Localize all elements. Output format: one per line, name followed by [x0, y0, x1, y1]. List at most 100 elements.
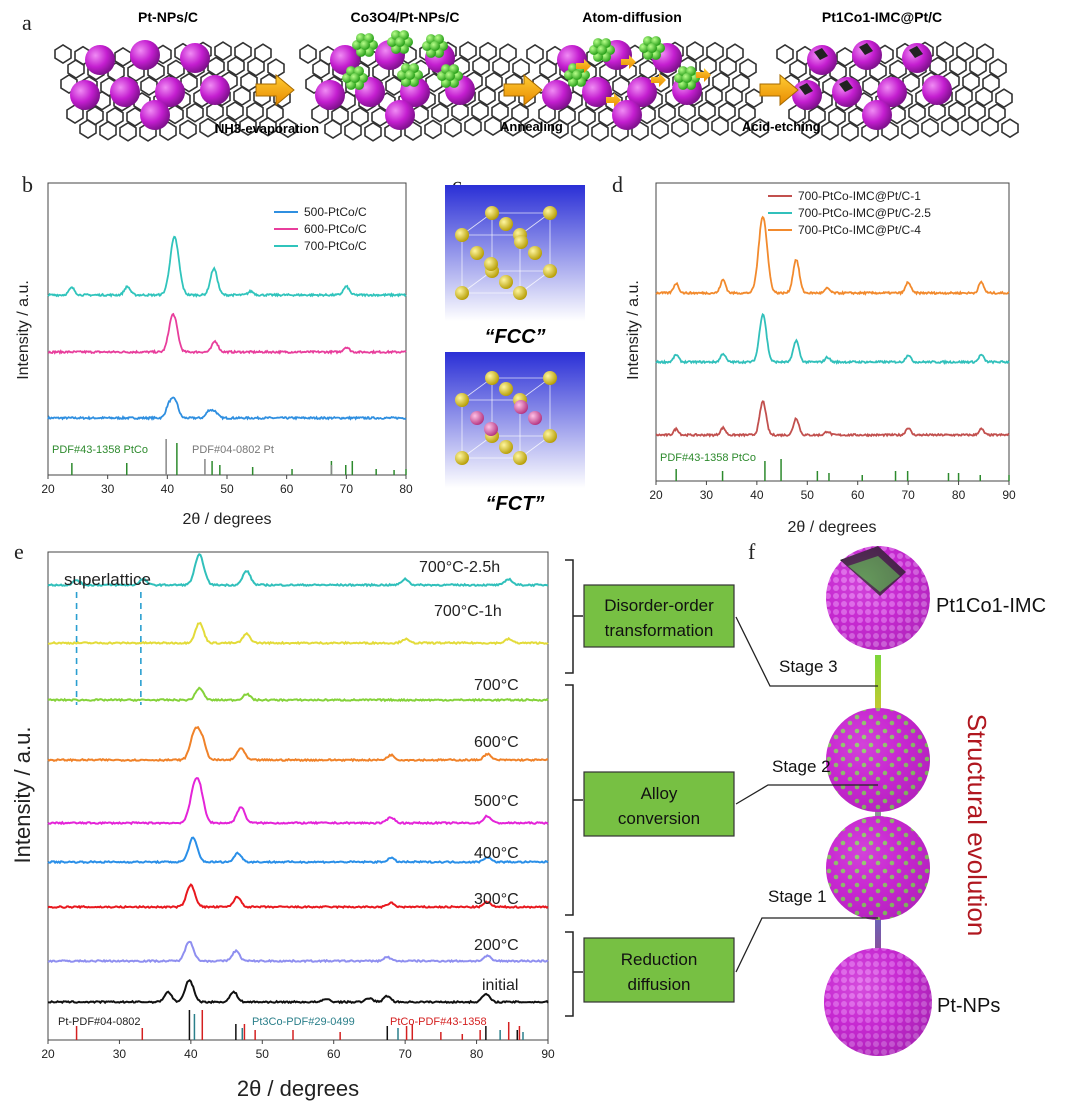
x-axis-label-b: 2θ / degrees — [183, 511, 272, 528]
process-arrow-2 — [503, 73, 543, 107]
fcc-corner-atom — [543, 264, 557, 278]
b-series-2 — [47, 235, 407, 298]
box-alloy-conversion: Alloy conversion — [583, 771, 735, 837]
e-curve-label: 700°C — [474, 677, 519, 694]
fct-caption: “FCT” — [486, 493, 545, 515]
process-arrow-3 — [759, 73, 799, 107]
svg-text:Disorder-order: Disorder-order — [604, 596, 714, 615]
structural-evolution-label: Structural evolution — [962, 714, 992, 937]
superlattice-label: superlattice — [64, 570, 151, 589]
stage-pt1co1-imc: Pt1Co1-IMC@Pt/C — [822, 9, 942, 25]
pt-nanoparticle — [70, 80, 100, 110]
sphere-stage1 — [826, 816, 930, 920]
d-tick-label: 30 — [700, 488, 714, 502]
b-tick-label: 80 — [399, 482, 413, 496]
co3o4-cluster-atom — [350, 73, 360, 83]
d-tick-label: 20 — [649, 488, 663, 502]
stage-pt-nps: Pt-NPs/C — [138, 9, 198, 25]
ref-label-ptco-d: PDF#43-1358 PtCo — [660, 452, 756, 464]
x-axis-label-d: 2θ / degrees — [788, 519, 877, 536]
graphene-sheets — [54, 30, 1019, 142]
d-tick-label: 90 — [1002, 488, 1016, 502]
d-tick-label: 40 — [750, 488, 764, 502]
e-series-1 — [47, 621, 549, 646]
e-series-5 — [47, 836, 549, 865]
step-annealing: Annealing — [500, 119, 563, 134]
d-tick-label: 70 — [901, 488, 915, 502]
x-axis-label-e: 2θ / degrees — [237, 1076, 359, 1101]
panel-e-label: e — [14, 539, 24, 564]
label-pt1co1-imc: Pt1Co1-IMC — [936, 595, 1046, 617]
e-curve-label: 700°C-2.5h — [419, 559, 500, 576]
co3o4-cluster-atom — [682, 73, 692, 83]
pt-nanoparticle — [85, 45, 115, 75]
label-stage3: Stage 3 — [779, 657, 838, 676]
fct-corner-atom — [485, 371, 499, 385]
fct-co-atom — [528, 411, 542, 425]
pt-nanoparticle — [140, 100, 170, 130]
y-axis-label-e: Intensity / a.u. — [10, 727, 35, 864]
d-tick-label: 60 — [851, 488, 865, 502]
diffusion-arrow — [696, 68, 711, 82]
stage-co3o4: Co3O4/Pt-NPs/C — [351, 9, 460, 25]
pt-nanoparticle — [612, 100, 642, 130]
co3o4-cluster-atom — [647, 43, 657, 53]
e-series-7 — [47, 940, 549, 964]
e-series-0 — [47, 553, 549, 588]
e-series-4 — [47, 777, 549, 826]
b-legend-entry: 700-PtCo/C — [304, 239, 367, 253]
diffusion-arrow — [606, 93, 621, 107]
stage-atom-diffusion: Atom-diffusion — [582, 9, 682, 25]
b-series-0 — [47, 396, 407, 421]
ref-label-ptco-e: PtCo-PDF#43-1358 — [390, 1016, 487, 1028]
pt-nanoparticle — [542, 80, 572, 110]
b-legend-entry: 600-PtCo/C — [304, 222, 367, 236]
b-series-1 — [47, 312, 407, 355]
co3o4-cluster-atom — [405, 70, 415, 80]
box-disorder-order: Disorder-order transformation — [583, 584, 735, 648]
fcc-face-atom — [484, 257, 498, 271]
y-axis-label-b: Intensity / a.u. — [15, 280, 32, 380]
bracket-stage2 — [565, 684, 583, 916]
plot-frame-d — [655, 182, 1010, 482]
e-tick-label: 50 — [256, 1047, 270, 1061]
ref-label-ptco-b: PDF#43-1358 PtCo — [52, 444, 148, 456]
step-nh3: NH3-evaporation — [215, 121, 319, 136]
ref-label-pt3co-e: Pt3Co-PDF#29-0499 — [252, 1016, 355, 1028]
b-tick-label: 20 — [41, 482, 55, 496]
e-series-3 — [47, 725, 549, 763]
e-series-2 — [47, 686, 549, 703]
pt-nanoparticle — [155, 77, 185, 107]
e-series-8 — [48, 979, 549, 1005]
leader-stage3 — [735, 616, 878, 687]
e-curve-label: initial — [482, 977, 518, 994]
svg-text:Reduction: Reduction — [621, 950, 698, 969]
graphene-sheet-2 — [526, 36, 769, 142]
pt-nanoparticle — [385, 100, 415, 130]
e-tick-label: 20 — [41, 1047, 55, 1061]
panel-b: b 20 30 40 50 60 70 80 Intensity / a.u. 2θ / d… — [15, 172, 413, 528]
d-legend-entry: 700-PtCo-IMC@Pt/C-1 — [798, 189, 921, 203]
fct-co-atom — [514, 400, 528, 414]
panel-c-label: c — [452, 172, 462, 197]
sphere-stage2 — [826, 708, 930, 812]
e-series-6 — [47, 883, 549, 910]
d-legend-entry: 700-PtCo-IMC@Pt/C-2.5 — [798, 206, 931, 220]
co3o4-cluster-atom — [597, 45, 607, 55]
fct-corner-atom — [455, 393, 469, 407]
bracket-stage3 — [565, 559, 583, 674]
e-curve-label: 300°C — [474, 891, 519, 908]
fcc-face-atom — [514, 235, 528, 249]
b-tick-label: 30 — [101, 482, 115, 496]
b-tick-label: 60 — [280, 482, 294, 496]
ref-label-pt-e: Pt-PDF#04-0802 — [58, 1016, 141, 1028]
d-series-0 — [655, 400, 1010, 438]
diffusion-arrow — [651, 73, 666, 87]
leader-stage2 — [735, 784, 878, 805]
e-tick-label: 60 — [327, 1047, 341, 1061]
fcc-face-atom — [528, 246, 542, 260]
d-tick-label: 80 — [952, 488, 966, 502]
diffusion-arrow — [621, 55, 636, 69]
e-tick-label: 70 — [398, 1047, 412, 1061]
